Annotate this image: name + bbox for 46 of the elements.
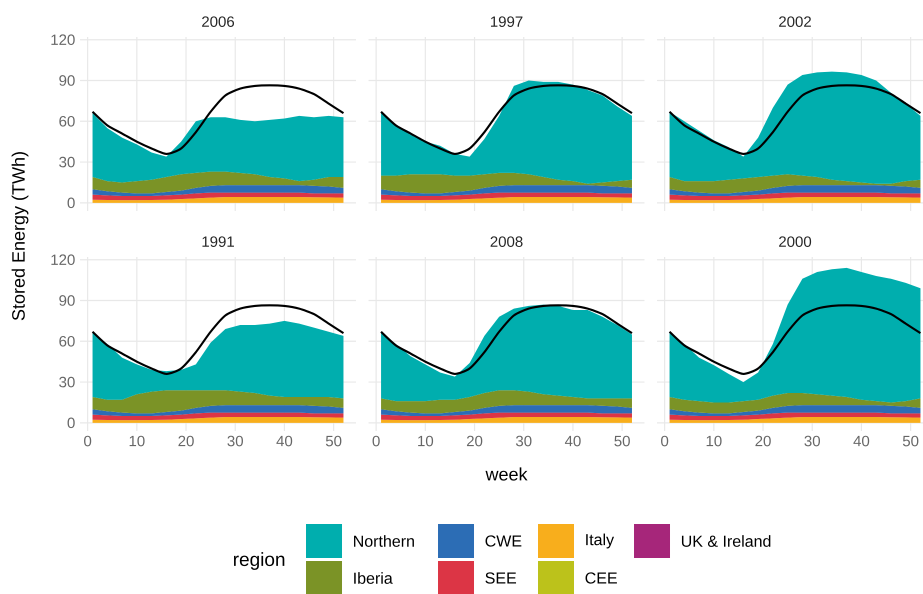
x-tick-label: 20 xyxy=(178,436,194,446)
chart-title: 2002 xyxy=(779,16,811,27)
y-tick-label: 60 xyxy=(59,116,75,127)
x-tick-label: 10 xyxy=(706,436,722,446)
y-axis-title: Stored Energy (TWh) xyxy=(12,152,28,320)
legend-title: region xyxy=(234,552,284,570)
x-tick-label: 50 xyxy=(614,436,630,446)
legend-label: CWE xyxy=(486,535,522,547)
x-tick-label: 40 xyxy=(276,436,292,446)
x-tick-label: 50 xyxy=(902,436,918,446)
x-tick-label: 40 xyxy=(853,436,870,446)
x-tick-label: 10 xyxy=(130,436,145,446)
y-tick-label: 90 xyxy=(59,295,75,306)
chart-title: 1991 xyxy=(202,236,234,247)
chart-title: 2006 xyxy=(202,16,234,27)
chart-title: 2000 xyxy=(779,236,812,247)
y-tick-label: 60 xyxy=(59,336,75,347)
y-tick-label: 30 xyxy=(59,376,75,388)
chart-title: 2008 xyxy=(490,236,523,247)
y-tick-label: 120 xyxy=(51,34,75,46)
x-tick-label: 40 xyxy=(564,436,581,446)
x-tick-label: 0 xyxy=(372,436,380,446)
x-tick-label: 50 xyxy=(326,436,342,446)
x-axis-title: week xyxy=(485,467,528,481)
line-series xyxy=(91,304,345,375)
legend-label: Italy xyxy=(586,534,614,548)
y-tick-label: 0 xyxy=(68,198,75,208)
legend-label: Iberia xyxy=(354,572,393,584)
legend-label: CEE xyxy=(586,572,617,584)
x-tick-label: 30 xyxy=(516,436,532,446)
x-tick-label: 10 xyxy=(418,436,434,446)
chart-title: 1997 xyxy=(490,16,522,27)
x-tick-label: 30 xyxy=(804,436,820,446)
x-tick-label: 30 xyxy=(227,436,243,446)
legend-label: UK & Ireland xyxy=(682,535,770,547)
y-tick-label: 120 xyxy=(51,254,75,266)
y-tick-label: 90 xyxy=(59,75,75,86)
x-tick-label: 20 xyxy=(755,436,771,446)
x-tick-label: 20 xyxy=(466,436,482,446)
legend-label: SEE xyxy=(485,572,516,584)
x-tick-label: 0 xyxy=(661,436,668,446)
y-tick-label: 0 xyxy=(68,418,75,428)
y-tick-label: 30 xyxy=(59,156,75,168)
x-tick-label: 0 xyxy=(84,436,92,446)
legend-label: Northern xyxy=(354,535,414,547)
line-series xyxy=(91,84,345,155)
